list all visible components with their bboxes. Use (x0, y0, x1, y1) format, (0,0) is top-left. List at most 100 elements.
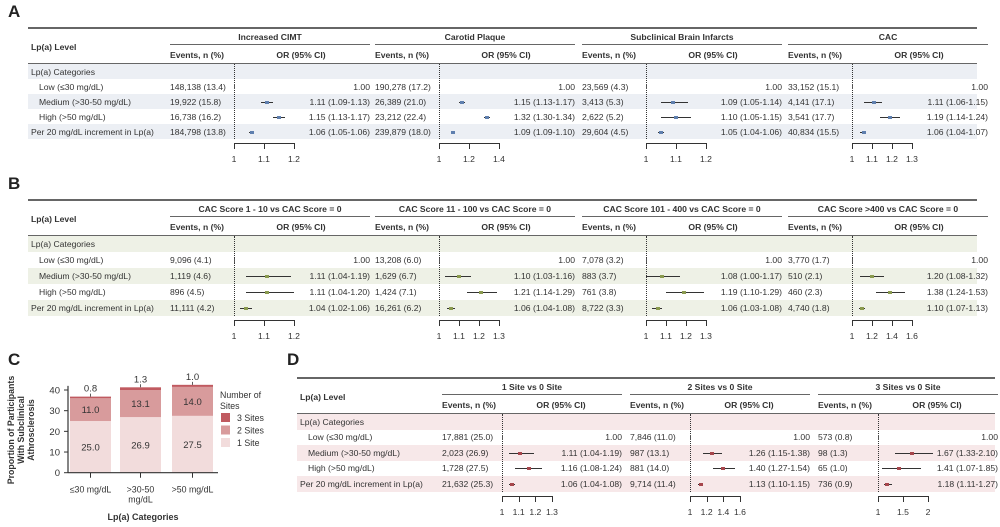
or-value: 1.04 (1.02-1.06) (308, 303, 370, 313)
tick-label: 1.2 (288, 154, 300, 164)
events-header: Events, n (%) (442, 400, 496, 410)
events-value: 987 (13.1) (630, 447, 670, 458)
group-title: Subclinical Brain Infarcts (630, 32, 734, 42)
axis-tick (928, 495, 929, 502)
or-value: 1.20 (1.08-1.32) (926, 271, 988, 281)
row-stripe (28, 268, 977, 284)
reference-line (878, 414, 879, 492)
or-header: OR (95% CI) (894, 50, 944, 60)
reference-line (234, 64, 235, 139)
legend-swatch (221, 438, 230, 447)
or-point-marker (862, 130, 866, 134)
or-point-marker (233, 84, 235, 89)
tick-label: 1 (687, 506, 693, 517)
tick-label: 1 (499, 506, 505, 517)
or-value: 1.00 (353, 255, 370, 265)
or-value: 1.00 (558, 81, 575, 92)
events-value: 736 (0.9) (818, 478, 853, 489)
or-value: 1.00 (981, 432, 998, 443)
or-point-marker (860, 307, 864, 310)
axis-tick (234, 320, 235, 326)
axis-tick (903, 495, 904, 502)
group-title: CAC Score >400 vs CAC Score = 0 (817, 204, 959, 214)
or-value: 1.11 (1.09-1.13) (309, 96, 370, 107)
events-header: Events, n (%) (788, 222, 842, 232)
or-point-marker (660, 275, 664, 278)
or-header: OR (95% CI) (481, 222, 531, 232)
or-value: 1.10 (1.05-1.15) (720, 111, 782, 122)
bar-segment (70, 398, 111, 422)
or-value: 1.18 (1.11-1.27) (937, 478, 998, 489)
axis-tick (892, 320, 893, 326)
group-title: Increased CIMT (238, 32, 302, 42)
legend-label: 2 Sites (237, 426, 264, 436)
events-header: Events, n (%) (630, 400, 684, 410)
events-value: 40,834 (15.5) (788, 126, 840, 137)
tick-label: 1 (849, 331, 855, 341)
data-label: 1.0 (186, 372, 199, 383)
events-value: 16,261 (6.2) (375, 303, 422, 313)
or-point-marker (459, 100, 464, 104)
group-title: 3 Sites vs 0 Site (875, 382, 941, 392)
or-point-marker (872, 100, 876, 104)
events-header: Events, n (%) (375, 50, 429, 60)
group-title: 1 Site vs 0 Site (501, 382, 563, 392)
or-value: 1.09 (1.09-1.10) (513, 126, 575, 137)
axis-tick (892, 143, 893, 149)
header-rule (28, 234, 977, 236)
row-label: Medium (>30-50 mg/dL) (39, 271, 131, 281)
or-value: 1.15 (1.13-1.17) (308, 111, 370, 122)
x-axis (690, 495, 740, 497)
events-value: 883 (3.7) (582, 271, 617, 281)
events-value: 29,604 (4.5) (582, 126, 629, 137)
axis-tick (294, 143, 295, 149)
axis-tick (439, 320, 440, 326)
panel-letter: A (8, 2, 21, 21)
tick-label: 1 (231, 331, 237, 341)
or-point-marker (485, 115, 489, 119)
panel-letter: C (8, 350, 21, 369)
top-rule (28, 199, 977, 201)
group-underline (442, 394, 622, 396)
events-value: 8,722 (3.3) (582, 303, 624, 313)
or-header: OR (95% CI) (912, 400, 962, 410)
row-stripe (28, 64, 977, 79)
tick-label: 1.4 (717, 506, 730, 517)
or-value: 1.11 (1.06-1.15) (927, 96, 988, 107)
axis-tick (535, 495, 537, 502)
tick-label: 1.3 (906, 154, 918, 164)
axis-tick (264, 143, 265, 149)
axis-tick (479, 320, 480, 326)
row-label: Medium (>30-50 mg/dL) (39, 96, 131, 107)
events-header: Events, n (%) (170, 222, 224, 232)
group-underline (375, 216, 575, 218)
x-axis (852, 143, 912, 144)
or-point-marker (450, 130, 455, 134)
data-label: 27.5 (183, 440, 202, 451)
or-point-marker (526, 467, 531, 471)
axis-tick (646, 143, 647, 149)
or-value: 1.19 (1.14-1.24) (926, 111, 988, 122)
tick-label: 1 (436, 331, 442, 341)
data-label: 1.3 (134, 374, 147, 385)
or-value: 1.21 (1.14-1.29) (513, 287, 575, 297)
or-point-marker (656, 307, 660, 310)
axis-tick (666, 320, 667, 326)
or-point-marker (851, 257, 853, 263)
axis-tick (264, 320, 265, 326)
row-label: High (>50 mg/dL) (39, 287, 106, 297)
or-point-marker (682, 291, 686, 294)
tick-label: 1.1 (670, 154, 682, 164)
row-label: Per 20 mg/dL increment in Lp(a) (300, 478, 423, 489)
events-value: 460 (2.3) (788, 287, 823, 297)
axis-tick (502, 495, 503, 502)
events-value: 23,212 (22.4) (375, 111, 427, 122)
row-label: Per 20 mg/dL increment in Lp(a) (31, 126, 154, 137)
or-point-marker (877, 434, 879, 440)
axis-tick (912, 143, 913, 149)
or-value: 1.00 (971, 255, 988, 265)
tick-label: 1.2 (680, 331, 692, 341)
or-value: 1.08 (1.00-1.17) (720, 271, 782, 281)
tick-label: 1 (875, 506, 881, 517)
reference-line (439, 236, 440, 316)
